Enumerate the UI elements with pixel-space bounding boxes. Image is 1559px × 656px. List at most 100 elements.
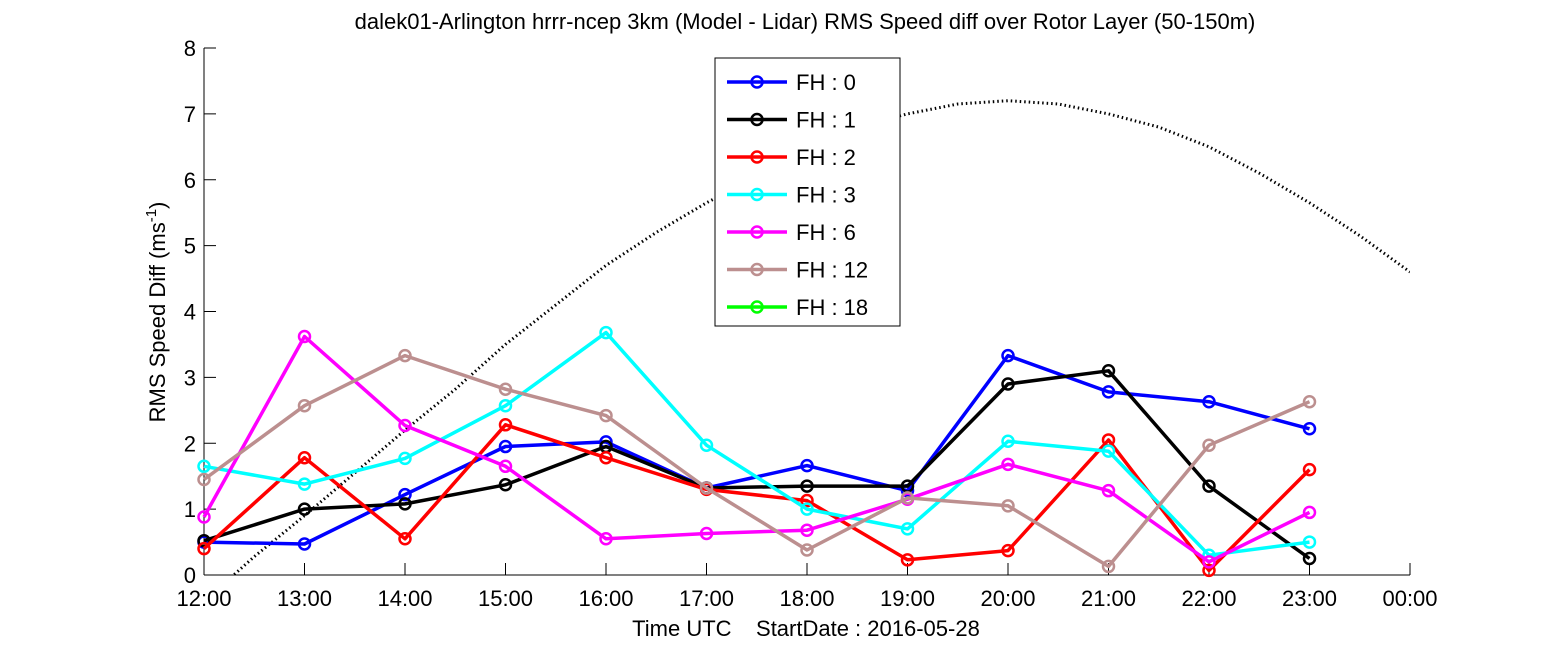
axes: 0 1 2 3 4 5 6 7 8 12:00 13:00 14:00 15:00 16:00 17:00 1…	[176, 36, 1437, 611]
series-fh-12	[197, 348, 1317, 574]
data-point	[1001, 499, 1015, 513]
legend-swatch-marker	[750, 187, 764, 202]
data-point	[297, 450, 312, 465]
data-point	[398, 497, 412, 511]
series-line	[202, 353, 1311, 569]
x-tick-label: 15:00	[478, 586, 533, 611]
data-point	[1001, 348, 1015, 363]
legend-swatch-marker	[750, 75, 764, 89]
y-tick-label: 2	[184, 431, 196, 456]
data-point	[800, 493, 814, 508]
y-axis-label: RMS Speed Diff (ms-1)	[143, 202, 170, 423]
legend-swatch-marker	[750, 112, 764, 127]
data-point	[498, 382, 513, 396]
series-line	[203, 330, 1310, 557]
data-point	[1302, 535, 1317, 549]
y-tick-label: 0	[184, 563, 196, 588]
legend: FH : 0 FH : 1 FH : 2 FH : 3 FH : 6 FH : 12 FH …	[714, 57, 901, 327]
data-point	[1101, 559, 1116, 574]
x-tick-label: 20:00	[980, 586, 1035, 611]
data-point	[1202, 563, 1216, 578]
data-point	[197, 472, 211, 487]
legend-box	[714, 57, 901, 327]
data-point	[297, 502, 312, 516]
y-tick-label: 5	[184, 234, 196, 259]
data-point	[1302, 462, 1317, 477]
legend-swatch-marker	[750, 150, 764, 164]
series-line	[202, 334, 1311, 564]
data-point	[398, 348, 412, 363]
legend-item: FH : 1	[727, 108, 856, 133]
x-tick-label: 23:00	[1282, 586, 1337, 611]
y-tick-label: 3	[184, 365, 196, 390]
data-point	[1302, 422, 1317, 436]
data-point	[1202, 479, 1216, 493]
data-point	[599, 450, 613, 465]
data-point	[1101, 483, 1116, 498]
data-point	[1101, 385, 1116, 399]
y-tick-label: 4	[184, 300, 196, 325]
legend-label: FH : 12	[796, 258, 868, 283]
data-point	[498, 459, 513, 474]
data-point	[900, 553, 915, 567]
y-tick-label: 1	[184, 497, 196, 522]
data-point	[398, 532, 412, 546]
data-point	[398, 418, 412, 433]
data-point	[297, 329, 312, 344]
legend-item: FH : 0	[727, 70, 856, 95]
data-point	[699, 526, 714, 541]
y-tick-label: 6	[184, 168, 196, 193]
data-point	[1302, 505, 1317, 520]
data-point	[498, 418, 513, 432]
data-point	[1101, 444, 1116, 458]
data-point	[197, 541, 211, 556]
data-point	[498, 398, 513, 413]
legend-label: FH : 6	[796, 220, 856, 245]
chart-title: dalek01-Arlington hrrr-ncep 3km (Model -…	[355, 9, 1256, 34]
data-point	[1202, 555, 1216, 569]
legend-item: FH : 6	[727, 220, 856, 245]
legend-label: FH : 0	[796, 70, 856, 95]
series-fh-6	[197, 329, 1317, 569]
data-point	[297, 398, 312, 413]
x-tick-label: 14:00	[377, 586, 432, 611]
data-point	[297, 537, 312, 551]
legend-swatch-marker	[750, 262, 764, 277]
legend-item: FH : 12	[727, 258, 868, 283]
data-point	[398, 487, 412, 502]
legend-label: FH : 1	[796, 108, 856, 133]
data-point	[1001, 377, 1015, 391]
x-tick-label: 22:00	[1181, 586, 1236, 611]
data-point	[599, 325, 613, 340]
legend-label: FH : 18	[796, 295, 868, 320]
data-point	[599, 408, 613, 423]
data-point	[900, 522, 915, 536]
data-point	[498, 478, 513, 492]
y-tick-label: 7	[184, 102, 196, 127]
data-point	[1001, 543, 1015, 558]
legend-item: FH : 3	[727, 183, 856, 208]
x-tick-label: 19:00	[880, 586, 935, 611]
data-point	[699, 481, 714, 495]
legend-label: FH : 3	[796, 183, 856, 208]
legend-swatch-marker	[750, 300, 764, 314]
series-fh-3	[197, 325, 1317, 562]
x-tick-label: 18:00	[779, 586, 834, 611]
data-point	[1202, 438, 1216, 452]
data-point	[498, 439, 513, 454]
x-tick-label: 17:00	[679, 586, 734, 611]
x-tick-label: 13:00	[277, 586, 332, 611]
legend-item: FH : 2	[727, 145, 856, 170]
data-point	[699, 438, 714, 452]
y-tick-label: 8	[184, 36, 196, 61]
data-point	[197, 459, 211, 474]
data-point	[398, 451, 412, 466]
data-point	[197, 510, 211, 524]
legend-swatch-marker	[750, 225, 764, 239]
data-point	[800, 458, 814, 473]
legend-label: FH : 2	[796, 145, 856, 170]
data-point	[1302, 394, 1317, 409]
series-fh-2	[197, 418, 1317, 578]
series-line	[202, 423, 1311, 573]
